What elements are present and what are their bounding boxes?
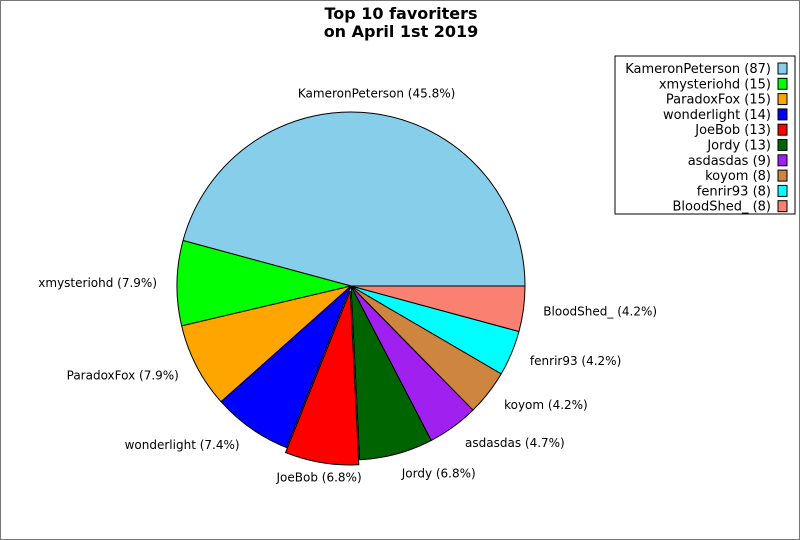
legend-swatch-bloodshed- — [777, 200, 788, 213]
pie-slice-kameronpeterson — [182, 111, 526, 287]
slice-label-kameronpeterson: KameronPeterson (45.8%) — [298, 87, 455, 101]
legend-swatch-xmysteriohd — [777, 77, 788, 90]
legend-swatch-kameronpeterson — [777, 62, 788, 75]
legend-swatch-paradoxfox — [777, 93, 788, 106]
slice-label-bloodshed-: BloodShed_ (4.2%) — [543, 305, 657, 319]
legend-swatch-wonderlight — [777, 108, 788, 121]
pie-slice-joebob — [284, 290, 360, 466]
legend-swatch-asdasdas — [777, 154, 788, 167]
chart-title-line-1: Top 10 favoriters — [324, 4, 477, 23]
slice-label-fenrir93: fenrir93 (4.2%) — [530, 354, 621, 368]
pie-slices — [176, 111, 526, 466]
pie-slice-wonderlight — [220, 285, 352, 449]
slice-label-wonderlight: wonderlight (7.4%) — [125, 438, 240, 452]
legend-label-joebob: JoeBob (13) — [694, 123, 771, 138]
legend-swatch-jordy — [777, 139, 788, 151]
slice-label-koyom: koyom (4.2%) — [504, 398, 588, 412]
legend-label-bloodshed-: BloodShed_ (8) — [673, 200, 771, 215]
legend-label-fenrir93: fenrir93 (8) — [697, 184, 771, 199]
slice-label-paradoxfox: ParadoxFox (7.9%) — [67, 369, 179, 383]
legend: KameronPeterson (87)xmysteriohd (15)Para… — [614, 55, 796, 215]
slice-label-joebob: JoeBob (6.8%) — [276, 470, 362, 484]
legend-label-paradoxfox: ParadoxFox (15) — [666, 93, 771, 108]
legend-label-asdasdas: asdasdas (9) — [688, 154, 771, 169]
slice-label-asdasdas: asdasdas (4.7%) — [465, 436, 565, 450]
slice-label-jordy: Jordy (6.8%) — [401, 466, 476, 480]
legend-label-kameronpeterson: KameronPeterson (87) — [625, 62, 771, 77]
legend-label-jordy: Jordy (13) — [706, 139, 771, 154]
legend-box — [614, 55, 796, 215]
legend-label-wonderlight: wonderlight (14) — [663, 108, 771, 123]
legend-label-koyom: koyom (8) — [705, 169, 771, 184]
legend-swatch-koyom — [777, 169, 788, 182]
pie-slice-bloodshed- — [350, 285, 526, 333]
chart-title-line-2: on April 1st 2019 — [324, 22, 479, 41]
slice-labels: KameronPeterson (45.8%) xmysteriohd (7.9%… — [38, 87, 657, 485]
legend-swatch-joebob — [777, 123, 788, 136]
slice-label-xmysteriohd: xmysteriohd (7.9%) — [38, 276, 157, 290]
legend-swatch-fenrir93 — [777, 184, 788, 197]
legend-label-xmysteriohd: xmysteriohd (15) — [659, 77, 771, 92]
